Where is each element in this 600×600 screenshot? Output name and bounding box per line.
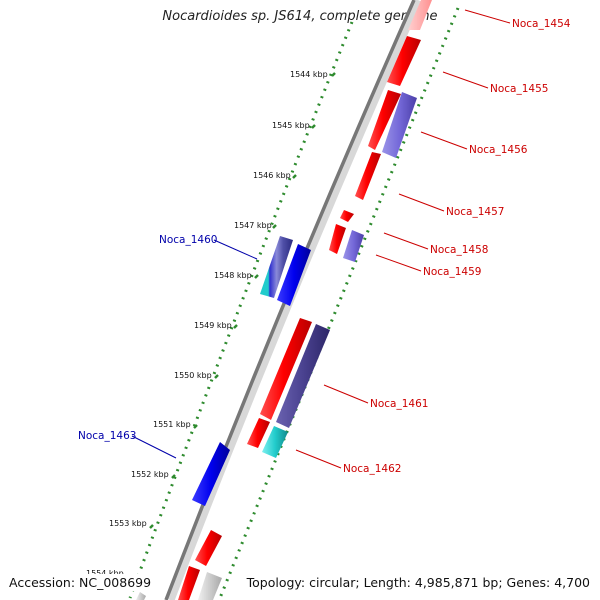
label-leader-line xyxy=(398,193,445,212)
outer-tick-ring xyxy=(218,7,460,599)
gene-label[interactable]: Noca_1463 xyxy=(78,430,136,442)
label-leader-line xyxy=(375,254,422,272)
label-leader-line xyxy=(131,435,177,459)
tick-label: 1549 kbp xyxy=(194,321,232,330)
gene-arrow[interactable] xyxy=(247,418,270,448)
gene-arrow[interactable] xyxy=(198,572,222,600)
gene-label[interactable]: Noca_1457 xyxy=(446,206,504,218)
gene-arrow[interactable] xyxy=(195,530,222,566)
label-leader-line xyxy=(420,131,468,150)
tick-label: 1545 kbp xyxy=(272,121,310,130)
tick-label: 1550 kbp xyxy=(174,371,212,380)
tick-mark xyxy=(331,72,336,77)
inner-tick-ring xyxy=(128,21,354,599)
gene-arrow[interactable] xyxy=(408,0,432,30)
tick-label: 1554 kbp xyxy=(86,569,124,578)
accession-label: Accession: NC_008699 xyxy=(7,574,154,591)
gene-arrow[interactable] xyxy=(262,426,288,458)
gene-arrow[interactable] xyxy=(387,36,421,86)
label-leader-line xyxy=(295,449,342,469)
gene-label[interactable]: Noca_1459 xyxy=(423,266,481,278)
gene-label[interactable]: Noca_1454 xyxy=(512,18,571,30)
gene-arrow[interactable] xyxy=(277,244,311,306)
gene-arrow[interactable] xyxy=(368,90,401,150)
label-leader-line xyxy=(442,71,489,89)
tick-label: 1546 kbp xyxy=(253,171,291,180)
tick-label: 1551 kbp xyxy=(153,420,191,429)
tick-mark xyxy=(193,424,198,429)
tick-label: 1548 kbp xyxy=(214,271,252,280)
gene-arrow[interactable] xyxy=(329,224,346,254)
tick-mark xyxy=(171,474,176,479)
label-leader-line xyxy=(383,232,429,250)
gene-label[interactable]: Noca_1455 xyxy=(490,83,548,95)
gene-label[interactable]: Noca_1458 xyxy=(430,244,488,256)
gene-arrow[interactable] xyxy=(178,566,200,600)
tick-mark xyxy=(254,274,259,279)
gene-arrow[interactable] xyxy=(136,592,146,600)
tick-mark xyxy=(311,124,316,129)
tick-mark xyxy=(149,524,154,529)
gene-label[interactable]: Noca_1460 xyxy=(159,234,217,246)
genome-summary: Topology: circular; Length: 4,985,871 bp… xyxy=(244,574,592,591)
tick-mark xyxy=(233,324,238,329)
gene-arrow[interactable] xyxy=(340,210,354,222)
map-title: Nocardioides sp. JS614, complete genome xyxy=(162,9,438,24)
gene-arrow[interactable] xyxy=(382,92,417,158)
gene-label[interactable]: Noca_1462 xyxy=(343,463,401,475)
tick-label: 1544 kbp xyxy=(290,70,328,79)
gene-arrow[interactable] xyxy=(343,230,364,262)
gene-label[interactable]: Noca_1456 xyxy=(469,144,528,156)
tick-mark xyxy=(214,374,219,379)
label-leader-line xyxy=(323,384,369,404)
backbone-shadow xyxy=(165,0,423,600)
gene-arrow[interactable] xyxy=(276,324,330,428)
tick-mark xyxy=(292,174,297,179)
label-leader-line xyxy=(464,9,511,24)
gene-arrow[interactable] xyxy=(260,318,312,420)
tick-label: 1547 kbp xyxy=(234,221,272,230)
tick-label: 1553 kbp xyxy=(109,519,147,528)
gene-arrow[interactable] xyxy=(260,236,293,298)
tick-label: 1552 kbp xyxy=(131,470,169,479)
gene-label[interactable]: Noca_1461 xyxy=(370,398,428,410)
gene-arrow[interactable] xyxy=(355,152,381,200)
label-leader-line xyxy=(213,239,258,260)
tick-mark xyxy=(272,224,277,229)
gene-arrow[interactable] xyxy=(192,442,230,506)
